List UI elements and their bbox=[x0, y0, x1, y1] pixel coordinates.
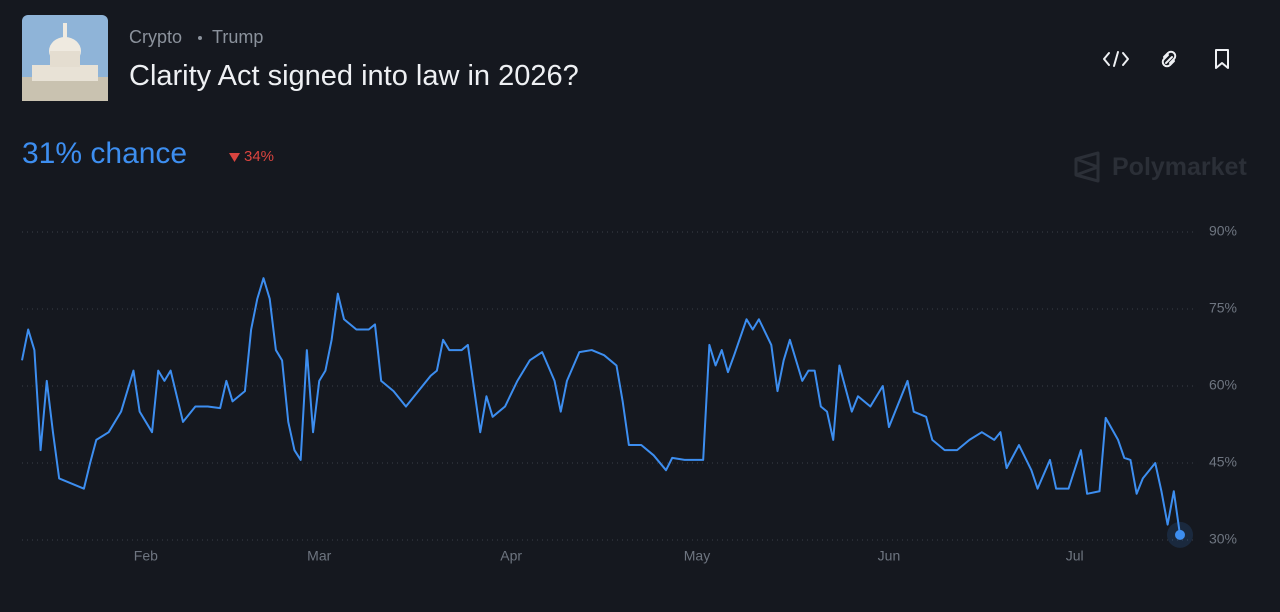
x-tick-label: Feb bbox=[134, 548, 158, 564]
y-tick-label: 30% bbox=[1209, 531, 1237, 547]
separator bbox=[198, 36, 202, 40]
tag[interactable]: Trump bbox=[212, 27, 264, 47]
embed-button[interactable] bbox=[1103, 51, 1129, 67]
market-image bbox=[22, 15, 108, 101]
y-tick-label: 45% bbox=[1209, 454, 1237, 470]
end-dot bbox=[1175, 529, 1185, 540]
x-tick-label: Jul bbox=[1066, 548, 1084, 564]
y-tick-label: 75% bbox=[1209, 300, 1237, 316]
y-tick-label: 90% bbox=[1209, 223, 1237, 239]
bookmark-button[interactable] bbox=[1215, 49, 1229, 69]
y-tick-label: 60% bbox=[1209, 377, 1237, 393]
watermark: Polymarket bbox=[1112, 153, 1247, 181]
category[interactable]: Crypto bbox=[129, 27, 183, 47]
toolbar bbox=[1103, 49, 1229, 69]
probability: 31% chance bbox=[22, 137, 188, 170]
x-tick-label: May bbox=[684, 548, 710, 564]
price-line bbox=[21, 277, 1181, 536]
x-tick-label: Apr bbox=[500, 548, 522, 564]
down-arrow bbox=[229, 153, 240, 162]
change: 34% bbox=[244, 148, 275, 165]
x-tick-label: Jun bbox=[878, 548, 901, 564]
x-tick-label: Mar bbox=[307, 548, 331, 564]
market-title: Clarity Act signed into law in 2026? bbox=[129, 60, 579, 92]
link-button[interactable] bbox=[1161, 50, 1177, 68]
watermark-logo bbox=[1074, 151, 1100, 183]
